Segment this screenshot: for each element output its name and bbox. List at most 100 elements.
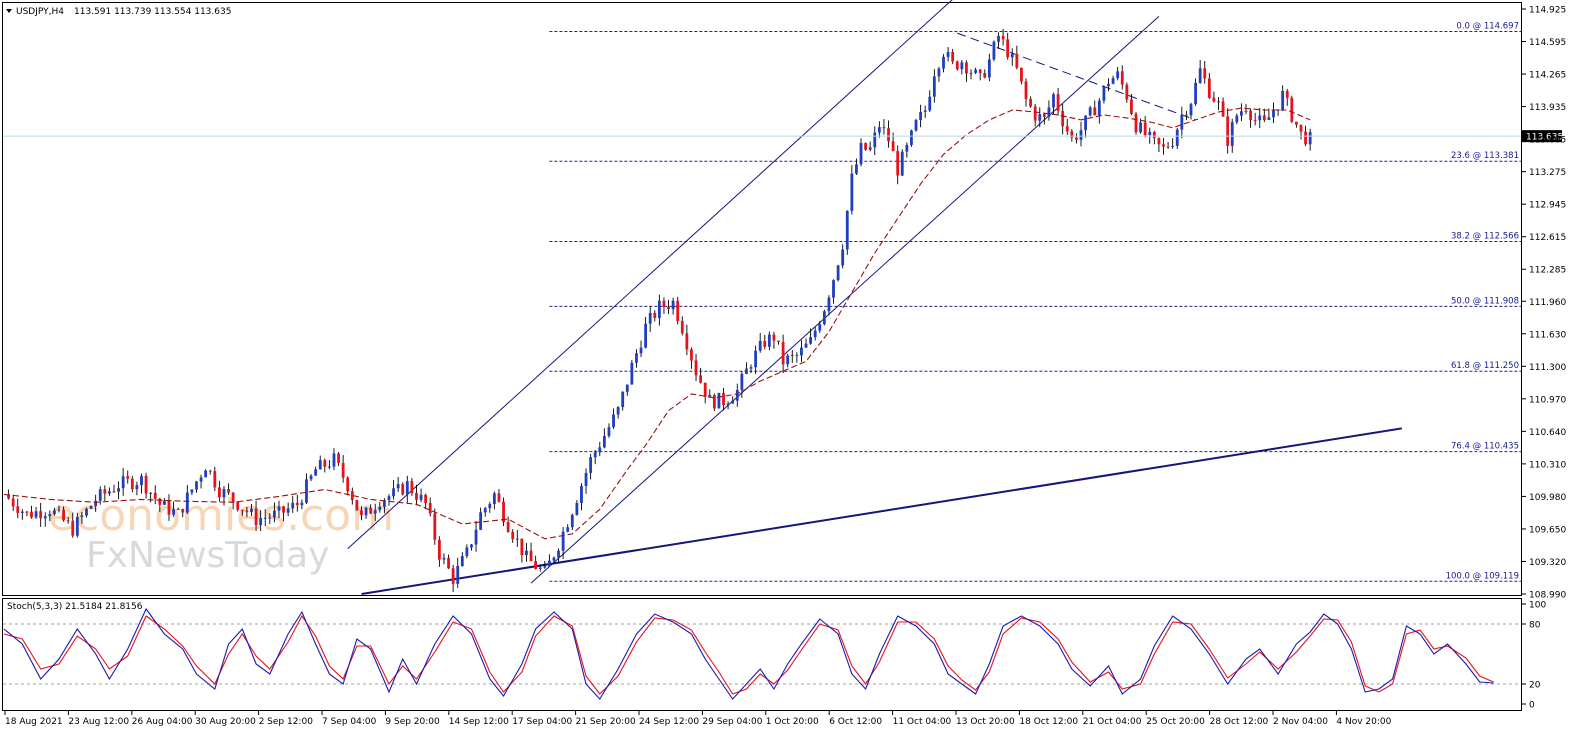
- candle: [1198, 60, 1202, 84]
- candle: [1093, 100, 1097, 116]
- candle: [946, 47, 950, 62]
- candle: [1185, 111, 1188, 121]
- candle: [135, 481, 139, 496]
- candle: [598, 441, 602, 457]
- candle: [648, 305, 652, 332]
- stoch-main-line: [3, 607, 1494, 700]
- candle: [680, 316, 684, 336]
- candle: [144, 472, 148, 499]
- candle: [53, 507, 56, 516]
- fib-level-label-0: 0.0 @ 114.697: [1456, 21, 1519, 31]
- candle: [850, 165, 854, 215]
- price-tick-label: 112.945: [1529, 201, 1566, 211]
- candle: [777, 340, 780, 345]
- candle: [1029, 96, 1032, 108]
- candle: [657, 294, 661, 326]
- candle: [337, 451, 340, 467]
- stoch-tick-label: 100: [1529, 601, 1546, 611]
- candle: [185, 485, 189, 514]
- candle: [873, 126, 877, 156]
- candle: [671, 297, 675, 315]
- candle: [974, 67, 977, 75]
- candle: [1006, 32, 1010, 60]
- candle: [1166, 141, 1170, 149]
- candle: [538, 564, 542, 572]
- candle: [584, 468, 588, 494]
- candle: [89, 505, 93, 510]
- time-tick-label: 24 Sep 12:00: [639, 717, 699, 727]
- candle: [208, 469, 212, 475]
- trendline-descending-dashed[interactable]: [957, 32, 1196, 121]
- candle: [740, 371, 744, 398]
- candle: [919, 104, 922, 128]
- candle: [767, 331, 771, 351]
- candle: [763, 334, 767, 350]
- candle: [11, 494, 15, 511]
- candle: [474, 521, 478, 552]
- time-tick-label: 4 Nov 20:00: [1336, 717, 1391, 727]
- candle: [951, 48, 955, 65]
- candle: [612, 408, 615, 429]
- candle: [1097, 98, 1101, 124]
- candle: [557, 548, 560, 563]
- candle: [263, 509, 267, 526]
- candle: [1111, 75, 1115, 85]
- candle: [855, 158, 858, 175]
- price-tick-label: 112.285: [1529, 266, 1566, 276]
- candle: [108, 487, 111, 496]
- candle: [410, 477, 414, 496]
- candle: [1065, 118, 1069, 136]
- current-price-box: [1522, 130, 1562, 143]
- candle: [928, 90, 932, 112]
- time-tick-label: 30 Aug 20:00: [195, 717, 256, 727]
- candle: [346, 476, 350, 496]
- candle: [1056, 87, 1060, 116]
- symbol-dropdown-icon[interactable]: [6, 9, 12, 13]
- current-price-label: 113.635: [1526, 133, 1563, 143]
- fib-level-label-3: 50.0 @ 111.908: [1451, 296, 1519, 306]
- stoch-label: Stoch(5,3,3) 21.5184 21.8156: [7, 602, 143, 612]
- candle: [39, 502, 43, 527]
- time-axis: 18 Aug 2021 23 Aug 12:00 26 Aug 04:00 30 Au…: [4, 711, 1392, 727]
- candle: [1084, 115, 1087, 138]
- candle: [1033, 103, 1037, 127]
- time-tick-label: 2 Sep 12:00: [259, 717, 314, 727]
- candle: [515, 530, 519, 547]
- price-tick-label: 114.595: [1529, 38, 1566, 48]
- candle: [1221, 97, 1225, 117]
- stoch-tick-label: 20: [1529, 681, 1541, 691]
- trendline-channel-upper[interactable]: [347, 0, 967, 550]
- candle: [62, 506, 65, 522]
- candle: [1134, 111, 1138, 135]
- candle: [914, 118, 918, 132]
- candle: [488, 501, 492, 513]
- candle: [712, 393, 716, 412]
- candle: [502, 497, 505, 527]
- time-tick-label: 14 Sep 12:00: [449, 717, 509, 727]
- time-tick-label: 18 Aug 2021: [5, 717, 63, 727]
- candle: [1120, 65, 1124, 90]
- candle: [360, 506, 363, 521]
- candle: [937, 66, 941, 82]
- candle: [323, 458, 327, 473]
- candle: [781, 334, 785, 374]
- candle: [813, 326, 817, 341]
- candle: [1295, 121, 1298, 128]
- time-tick-label: 17 Sep 04:00: [512, 717, 572, 727]
- trendline-channel-lower[interactable]: [530, 16, 1160, 584]
- candle: [868, 141, 872, 152]
- price-tick-label: 111.630: [1529, 330, 1566, 340]
- candle: [818, 321, 822, 333]
- candle: [520, 538, 524, 563]
- time-tick-label: 29 Sep 04:00: [702, 717, 762, 727]
- candle: [1226, 108, 1230, 154]
- candle: [1253, 112, 1257, 126]
- candle: [1075, 133, 1078, 144]
- candle: [722, 387, 725, 411]
- candle: [1020, 67, 1023, 85]
- fib-level-label-5: 76.4 @ 110.435: [1451, 442, 1519, 452]
- candle: [630, 359, 634, 385]
- candle: [969, 69, 973, 80]
- candle: [71, 512, 75, 538]
- candle: [456, 557, 460, 588]
